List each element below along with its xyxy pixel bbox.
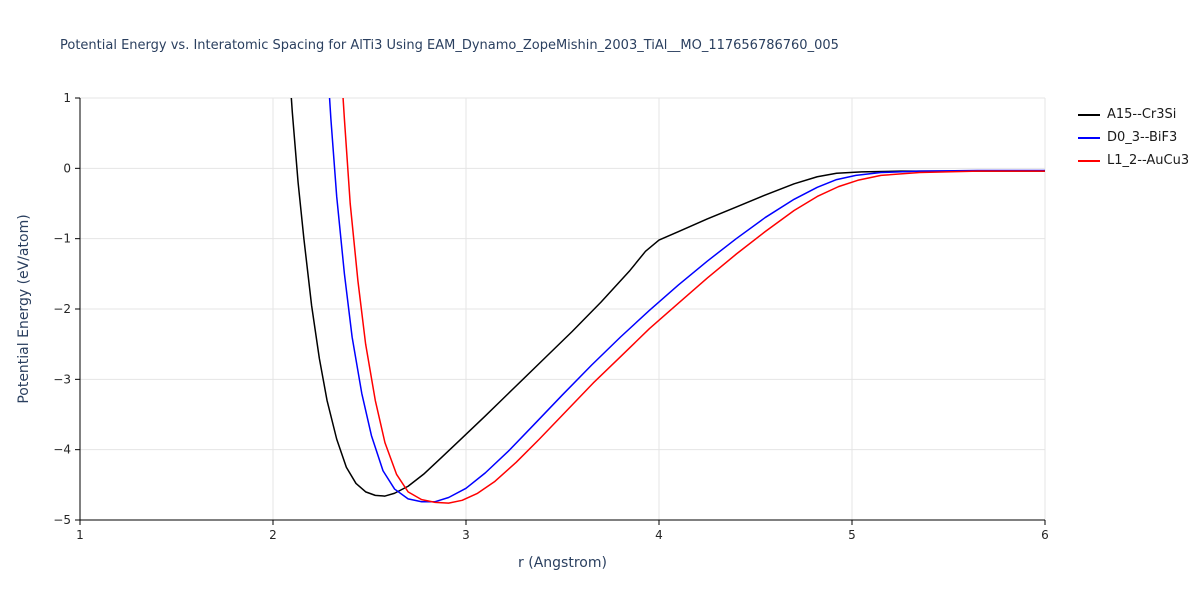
x-tick-label: 6 [1041, 528, 1049, 542]
chart-title: Potential Energy vs. Interatomic Spacing… [60, 38, 839, 53]
legend-swatch [1078, 159, 1100, 162]
series-line [342, 98, 1045, 504]
series-line [328, 98, 1045, 503]
legend-item: A15--Cr3Si [1078, 103, 1189, 126]
x-tick-label: 2 [269, 528, 277, 542]
x-tick-label: 1 [76, 528, 84, 542]
y-tick-label: −4 [53, 443, 71, 457]
y-tick-label: −3 [53, 372, 71, 386]
series-line [290, 98, 1045, 497]
legend: A15--Cr3Si D0_3--BiF3 L1_2--AuCu3 [1078, 103, 1189, 172]
x-tick-label: 3 [462, 528, 470, 542]
legend-swatch [1078, 113, 1100, 116]
legend-label: D0_3--BiF3 [1107, 130, 1178, 145]
legend-swatch [1078, 136, 1100, 139]
y-tick-label: 0 [63, 161, 71, 175]
legend-label: A15--Cr3Si [1107, 107, 1177, 122]
x-axis-label: r (Angstrom) [518, 555, 607, 571]
legend-label: L1_2--AuCu3 [1107, 153, 1190, 168]
y-tick-label: −1 [53, 232, 71, 246]
y-tick-label: 1 [63, 91, 71, 105]
x-tick-label: 5 [848, 528, 856, 542]
legend-item: D0_3--BiF3 [1078, 126, 1189, 149]
y-tick-label: −2 [53, 302, 71, 316]
y-tick-label: −5 [53, 513, 71, 527]
legend-item: L1_2--AuCu3 [1078, 149, 1189, 172]
x-tick-label: 4 [655, 528, 663, 542]
